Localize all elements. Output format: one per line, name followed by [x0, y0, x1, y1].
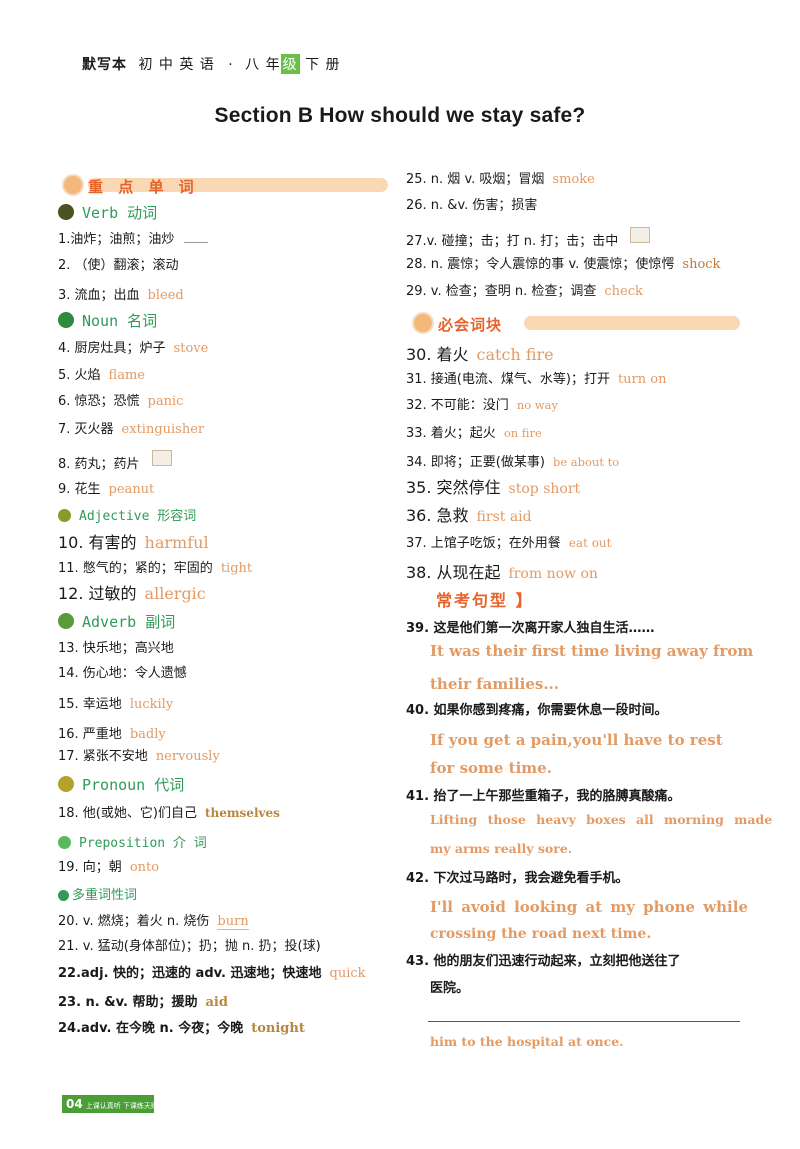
chunk-item: 32. 不可能：没门 no way — [406, 398, 558, 413]
vocab-item: 20. v. 燃烧；着火 n. 烧伤 burn — [58, 914, 249, 930]
vocab-item: 7. 灭火器 extinguisher — [58, 422, 205, 437]
grade: 八 年 — [245, 57, 281, 73]
vocab-item: 15. 幸运地 luckily — [58, 697, 174, 712]
volume: 下 册 — [305, 57, 341, 73]
chunk-item: 33. 着火；起火 on fire — [406, 426, 542, 441]
grade-badge: 级 — [280, 54, 300, 74]
vocab-item: 18. 他(或她、它)们自己 themselves — [58, 806, 280, 821]
sentence-answer: It was their first time living away from — [430, 642, 754, 660]
sentence-answer: If you get a pain,you'll have to rest — [430, 731, 723, 749]
vocab-item: 12. 过敏的 allergic — [58, 584, 206, 603]
vocab-item: 4. 厨房灶具；炉子 stove — [58, 341, 209, 356]
section-icon — [412, 312, 434, 334]
vocab-item: 5. 火焰 flame — [58, 368, 145, 383]
vocab-item: 27.v. 碰撞；击；打 n. 打；击；击中 — [406, 227, 651, 249]
category-adverb: Adverb 副词 — [58, 611, 175, 632]
category-verb: Verb 动词 — [58, 202, 157, 223]
sentence-answer: for some time. — [430, 759, 552, 777]
answer-line — [428, 1021, 740, 1022]
vocab-item: 16. 严重地 badly — [58, 727, 166, 742]
chunk-item: 30. 着火 catch fire — [406, 345, 554, 364]
chunk-item: 37. 上馆子吃饭；在外用餐 eat out — [406, 536, 612, 551]
sentence-answer: him to the hospital at once. — [430, 1034, 624, 1049]
category-noun: Noun 名词 — [58, 310, 157, 331]
vocab-item: 17. 紧张不安地 nervously — [58, 749, 220, 764]
vocab-item: 10. 有害的 harmful — [58, 533, 209, 552]
series-name: 默写本 — [82, 57, 127, 73]
subject: 初 中 英 语 — [138, 57, 215, 73]
page-number: 04 — [66, 1097, 83, 1111]
sentence-prompt-cont: 医院。 — [430, 981, 470, 996]
category-adjective: Adjective 形容词 — [58, 505, 196, 524]
vocab-item: 8. 药丸；药片 — [58, 450, 172, 472]
vocab-item: 6. 惊恐；恐慌 panic — [58, 394, 184, 409]
vocab-item: 14. 伤心地：令人遗憾 — [58, 666, 187, 681]
separator: · — [228, 57, 234, 73]
vocab-item: 2. （使）翻滚；滚动 — [58, 258, 179, 273]
sentence-answer: their families... — [430, 675, 559, 693]
vocab-item: 3. 流血；出血 bleed — [58, 288, 184, 303]
bullet-icon — [58, 836, 71, 849]
bullet-icon — [58, 509, 71, 522]
section-sentences: 常考句型 】 — [436, 591, 534, 610]
vocab-item: 29. v. 检查；查明 n. 检查；调查 check — [406, 284, 643, 299]
sentence-prompt: 43. 他的朋友们迅速行动起来，立刻把他送往了 — [406, 954, 681, 969]
hand-icon — [630, 227, 651, 243]
bullet-icon — [58, 312, 74, 328]
section-chunks: 必会词块 — [412, 312, 740, 334]
sentence-answer: Lifting those heavy boxes all morning ma… — [430, 812, 773, 827]
sentence-answer: my arms really sore. — [430, 841, 573, 856]
chunk-item: 31. 接通(电流、煤气、水等)；打开 turn on — [406, 372, 667, 387]
bullet-icon — [58, 776, 74, 792]
chunk-item: 38. 从现在起 from now on — [406, 563, 598, 582]
category-pronoun: Pronoun 代词 — [58, 774, 184, 795]
footer-note: 上课认真听 下课练天赋 — [85, 1102, 158, 1110]
vocab-item: 28. n. 震惊；令人震惊的事 v. 使震惊；使惊愕 shock — [406, 257, 721, 272]
section-icon — [62, 174, 84, 196]
sentence-answer: crossing the road next time. — [430, 926, 652, 942]
category-preposition: Preposition 介 词 — [58, 832, 207, 851]
vocab-item: 22.adj. 快的；迅速的 adv. 迅速地；快速地 quick — [58, 966, 366, 981]
running-header: 默写本 初 中 英 语 · 八 年级 下 册 — [82, 54, 341, 74]
vocab-item: 9. 花生 peanut — [58, 482, 155, 497]
page-title: Section B How should we stay safe? — [214, 104, 586, 127]
sentence-answer: I'll avoid looking at my phone while — [430, 898, 748, 916]
chunk-item: 34. 即将；正要(做某事) be about to — [406, 455, 620, 470]
vocab-item: 24.adv. 在今晚 n. 今夜；今晚 tonight — [58, 1021, 305, 1036]
page-number-badge: 04 上课认真听 下课练天赋 — [62, 1095, 158, 1113]
vocab-item: 13. 快乐地；高兴地 — [58, 641, 174, 656]
vocab-item: 1.油炸；油煎；油炒 — [58, 228, 209, 247]
bullet-icon — [58, 204, 74, 220]
vocab-item: 23. n. &v. 帮助；援助 aid — [58, 995, 228, 1010]
vocab-item: 19. 向；朝 onto — [58, 860, 160, 875]
vocab-item: 26. n. &v. 伤害；损害 — [406, 198, 538, 213]
sentence-prompt: 42. 下次过马路时，我会避免看手机。 — [406, 871, 629, 886]
section-key-words: 重 点 单 词 — [62, 174, 388, 196]
bullet-icon — [58, 890, 69, 901]
vocab-item: 11. 憋气的；紧的；牢固的 tight — [58, 561, 253, 576]
chunk-item: 36. 急救 first aid — [406, 506, 532, 525]
pill-icon — [151, 450, 172, 466]
category-multi: 多重词性词 — [58, 884, 137, 903]
sentence-prompt: 39. 这是他们第一次离开家人独自生活…… — [406, 621, 655, 636]
vocab-item: 25. n. 烟 v. 吸烟；冒烟 smoke — [406, 172, 595, 187]
sentence-prompt: 40. 如果你感到疼痛，你需要休息一段时间。 — [406, 703, 668, 718]
sentence-prompt: 41. 抬了一上午那些重箱子，我的胳膊真酸痛。 — [406, 789, 681, 804]
chunk-item: 35. 突然停住 stop short — [406, 478, 581, 497]
vocab-item: 21. v. 猛动(身体部位)；扔；抛 n. 扔；投(球) — [58, 939, 321, 954]
bullet-icon — [58, 613, 74, 629]
